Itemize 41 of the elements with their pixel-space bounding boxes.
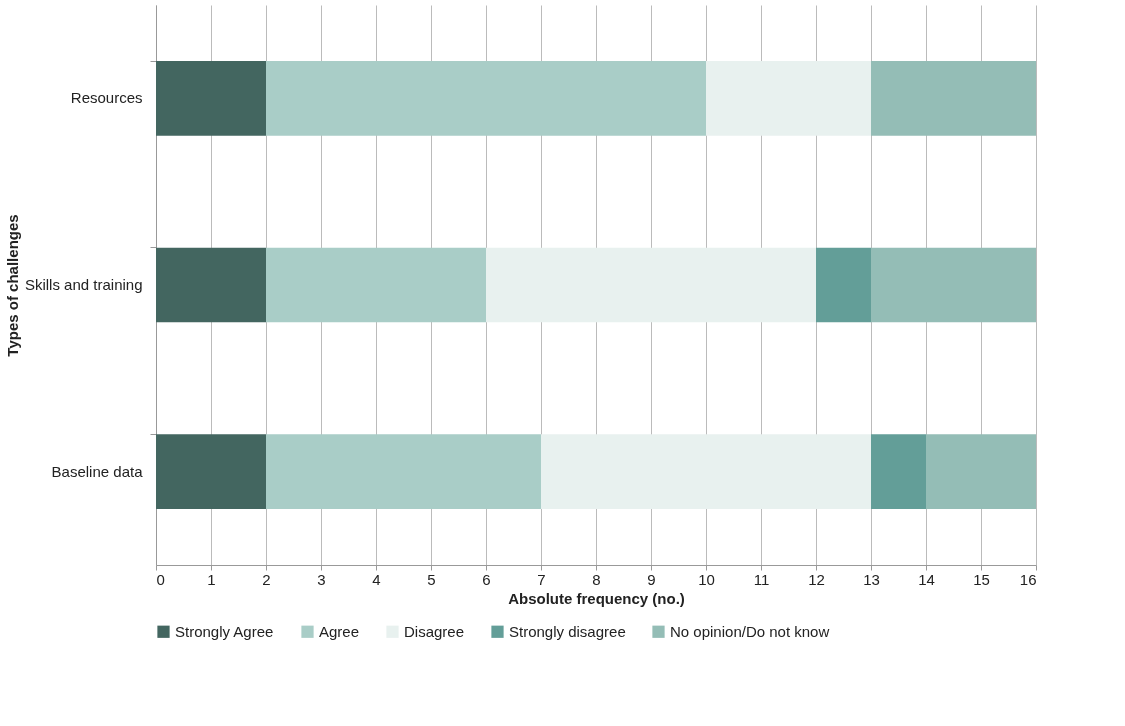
legend-label: No opinion/Do not know <box>670 622 830 640</box>
bar <box>926 434 1036 509</box>
x-tick-label: 3 <box>317 570 326 588</box>
x-axis-title: Absolute frequency (no.) <box>508 589 685 607</box>
bar <box>486 247 816 323</box>
y-tick-label: Baseline data <box>51 462 144 480</box>
bar <box>266 61 706 136</box>
legend-label: Agree <box>319 622 360 640</box>
x-tick-label: 14 <box>918 570 935 588</box>
y-axis-title: Types of challenges <box>3 214 21 357</box>
x-tick-label: 2 <box>262 570 271 588</box>
bar <box>266 247 486 323</box>
y-tick-label: Resources <box>70 89 143 107</box>
bar <box>706 61 871 136</box>
bar <box>541 434 871 509</box>
bar <box>156 61 266 136</box>
y-tick-label: Skills and training <box>24 276 143 293</box>
x-tick-label: 4 <box>372 570 381 588</box>
x-tick-label: 9 <box>647 570 656 588</box>
bar <box>156 434 266 509</box>
x-tick-label: 13 <box>863 570 880 588</box>
x-tick-label: 15 <box>973 570 990 588</box>
legend-label: Disagree <box>404 622 465 640</box>
bar <box>266 434 541 509</box>
x-tick-label: 1 <box>207 570 216 588</box>
bar <box>871 247 1036 323</box>
legend-label: Strongly disagree <box>509 622 626 640</box>
x-tick-label: 12 <box>808 570 825 588</box>
bar <box>871 61 1036 136</box>
x-tick-label: 5 <box>427 570 436 588</box>
x-tick-label: 16 <box>1019 570 1037 588</box>
legend-label: Strongly Agree <box>175 622 274 640</box>
x-tick-label: 7 <box>537 570 546 588</box>
x-tick-label: 0 <box>156 570 165 588</box>
bar <box>871 434 926 509</box>
x-tick-label: 10 <box>698 570 715 588</box>
x-tick-label: 6 <box>482 570 491 588</box>
x-tick-label: 8 <box>592 570 601 588</box>
x-tick-label: 11 <box>753 570 770 588</box>
bar <box>156 247 266 323</box>
bar <box>816 247 871 323</box>
